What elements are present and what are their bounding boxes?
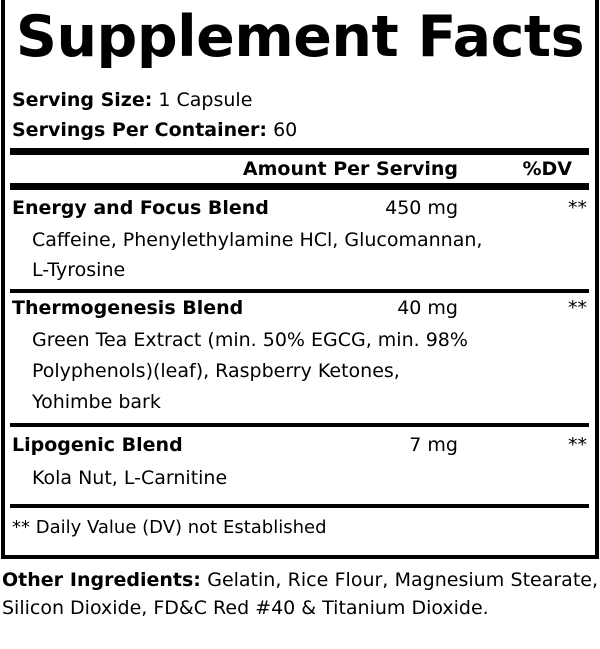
other-ingredients-label: Other Ingredients: bbox=[2, 569, 201, 591]
divider bbox=[10, 289, 589, 293]
divider bbox=[10, 423, 589, 427]
blend-ingredients-line: Caffeine, Phenylethylamine HCl, Glucoman… bbox=[32, 229, 483, 251]
other-ingredients-value: Gelatin, Rice Flour, Magnesium Stearate,… bbox=[2, 569, 598, 619]
amount-header: Amount Per Serving bbox=[242, 158, 458, 180]
blend-dv: ** bbox=[568, 434, 587, 456]
dv-header: %DV bbox=[522, 158, 572, 180]
panel-title: Supplement Facts bbox=[15, 4, 585, 70]
servings-per-container-value: 60 bbox=[273, 119, 298, 141]
blend-name: Energy and Focus Blend bbox=[12, 197, 269, 219]
servings-per-container-label: Servings Per Container: bbox=[12, 119, 268, 141]
servings-per-container: Servings Per Container: 60 bbox=[12, 118, 297, 142]
blend-ingredients-line: Kola Nut, L-Carnitine bbox=[32, 467, 228, 489]
blend-amount: 7 mg bbox=[409, 434, 458, 456]
serving-size-value: 1 Capsule bbox=[158, 89, 253, 111]
thick-divider bbox=[10, 148, 589, 155]
blend-dv: ** bbox=[568, 297, 587, 319]
blend-ingredients-line: L-Tyrosine bbox=[32, 259, 126, 281]
blend-name: Thermogenesis Blend bbox=[12, 297, 244, 319]
blend-amount: 40 mg bbox=[397, 297, 458, 319]
serving-size: Serving Size: 1 Capsule bbox=[12, 88, 252, 112]
blend-ingredients-line: Polyphenols)(leaf), Raspberry Ketones, bbox=[32, 360, 400, 382]
supplement-facts-panel bbox=[1, 0, 599, 559]
serving-size-label: Serving Size: bbox=[12, 89, 153, 111]
blend-dv: ** bbox=[568, 197, 587, 219]
blend-ingredients-line: Yohimbe bark bbox=[32, 391, 161, 413]
blend-ingredients-line: Green Tea Extract (min. 50% EGCG, min. 9… bbox=[32, 329, 468, 351]
divider bbox=[10, 504, 589, 508]
thick-divider bbox=[10, 183, 589, 190]
footnote: ** Daily Value (DV) not Established bbox=[12, 517, 327, 538]
other-ingredients: Other Ingredients: Gelatin, Rice Flour, … bbox=[2, 566, 598, 622]
blend-amount: 450 mg bbox=[385, 197, 458, 219]
blend-name: Lipogenic Blend bbox=[12, 434, 183, 456]
